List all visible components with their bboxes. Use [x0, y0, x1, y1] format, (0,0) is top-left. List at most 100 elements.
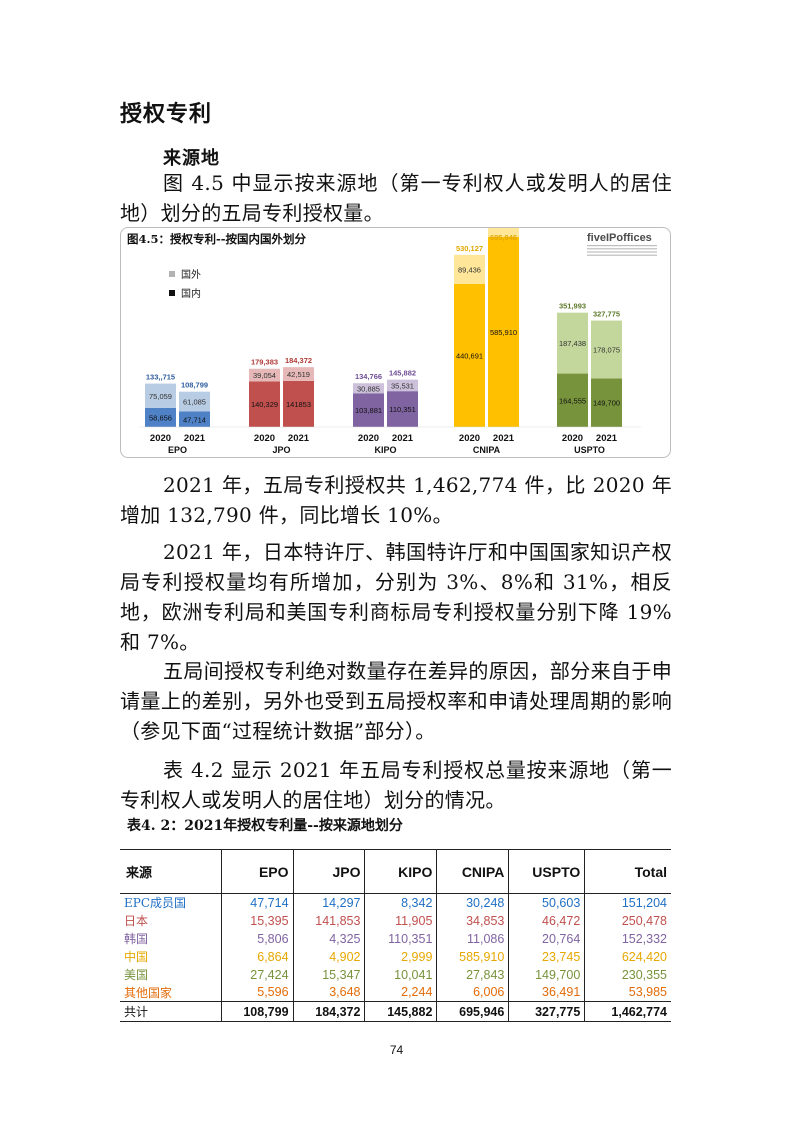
- total-cell-origin: 共计: [120, 1001, 222, 1022]
- data-label-domestic: 149,700: [593, 399, 620, 408]
- data-label-foreign: 75,059: [149, 392, 172, 401]
- cell-jpo: 15,347: [292, 965, 365, 984]
- x-tick-year: 2020: [459, 433, 480, 444]
- table-row: 日本 15,395 141,853 11,905 34,853 46,472 250,478: [120, 911, 671, 930]
- cell-uspto: 149,700: [508, 965, 585, 984]
- cell-kipo: 2,999: [364, 947, 437, 966]
- data-label-foreign: 89,436: [458, 265, 481, 274]
- header-uspto: USPTO: [508, 849, 585, 894]
- header-cnipa: CNIPA: [436, 849, 509, 894]
- data-label-foreign: 178,075: [593, 345, 620, 354]
- legend-swatch-domestic: [169, 290, 175, 296]
- header-epo: EPO: [220, 849, 294, 894]
- cell-jpo: 4,902: [292, 947, 365, 966]
- cell-epo: 15,395: [220, 911, 294, 930]
- x-group-label-kipo: KIPO: [374, 445, 396, 455]
- data-label-domestic: 110,351: [389, 405, 416, 414]
- page-number: 74: [389, 1043, 404, 1057]
- logo-subtext-line: [587, 248, 657, 250]
- cell-total: 53,985: [584, 983, 671, 1002]
- cell-kipo: 8,342: [364, 893, 437, 912]
- data-label-domestic: 164,555: [559, 396, 586, 405]
- total-cell-uspto: 327,775: [508, 1001, 585, 1022]
- cell-origin: 中国: [124, 950, 149, 964]
- cell-epo: 47,714: [220, 893, 294, 912]
- cell-cnipa: 30,248: [436, 893, 509, 912]
- header-total: Total: [584, 849, 671, 894]
- header-kipo: KIPO: [364, 849, 437, 894]
- bar-domestic: [387, 391, 418, 427]
- paragraph-differences: 五局间授权专利绝对数量存在差异的原因，部分来自于申请量上的差别，另外也受到五局授…: [120, 659, 672, 743]
- bar-foreign: [557, 312, 588, 374]
- data-label-domestic: 47,714: [183, 415, 206, 424]
- cell-uspto: 36,491: [508, 983, 585, 1002]
- bar-foreign: [488, 228, 519, 237]
- cell-origin: 韩国: [124, 932, 149, 946]
- data-label-total: 145,882: [389, 369, 416, 378]
- subsection-title: 来源地: [163, 148, 220, 169]
- bar-foreign: [283, 367, 314, 381]
- cell-total: 624,420: [584, 947, 671, 966]
- x-tick-year: 2020: [150, 433, 171, 444]
- total-cell-cnipa: 695,946: [436, 1001, 509, 1022]
- bar-foreign: [249, 368, 280, 382]
- bar-domestic: [353, 393, 384, 427]
- paragraph-table-intro: 表 4.2 显示 2021 年五局专利授权总量按来源地（第一专利权人或发明人的居…: [120, 758, 672, 812]
- cell-kipo: 110,351: [364, 929, 437, 948]
- cell-uspto: 23,745: [508, 947, 585, 966]
- x-tick-year: 2021: [596, 433, 618, 444]
- cell-cnipa: 34,853: [436, 911, 509, 930]
- cell-cnipa: 585,910: [436, 947, 509, 966]
- legend-swatch-foreign: [169, 271, 175, 277]
- bar-foreign: [591, 320, 622, 379]
- table-title: 表4. 2：2021年授权专利量--按来源地划分: [127, 818, 403, 834]
- data-label-domestic: 103,881: [355, 406, 382, 415]
- fiveipoffices-logo: fiveIPoffices: [587, 232, 652, 244]
- cell-kipo: 10,041: [364, 965, 437, 984]
- table-header-row: 来源 EPO JPO KIPO CNIPA USPTO Total: [120, 849, 671, 894]
- logo-subtext-line: [587, 254, 657, 256]
- bar-foreign: [353, 383, 384, 394]
- cell-epo: 27,424: [220, 965, 294, 984]
- x-group-label-jpo: JPO: [272, 445, 290, 455]
- table-row: 韩国 5,806 4,325 110,351 11,086 20,764 152,332: [120, 929, 671, 948]
- x-tick-year: 2021: [392, 433, 414, 444]
- total-cell-jpo: 184,372: [292, 1001, 365, 1022]
- x-tick-year: 2021: [493, 433, 515, 444]
- total-cell-epo: 108,799: [220, 1001, 294, 1022]
- bar-domestic: [179, 411, 210, 427]
- x-tick-year: 2021: [184, 433, 206, 444]
- data-label-foreign: 39,054: [253, 371, 276, 380]
- cell-jpo: 14,297: [292, 893, 365, 912]
- bar-domestic: [283, 380, 314, 427]
- data-label-foreign: 35,531: [391, 381, 414, 390]
- bar-foreign: [454, 254, 485, 284]
- cell-jpo: 3,648: [292, 983, 365, 1002]
- x-tick-year: 2021: [288, 433, 310, 444]
- bar-domestic: [557, 373, 588, 427]
- bar-foreign: [145, 383, 176, 408]
- bar-foreign: [179, 391, 210, 412]
- chart-figure-4-5: 图4.5：授权专利--按国内国外划分 fiveIPoffices 国外 国内 58,65…: [120, 227, 671, 458]
- table-row: 美国 27,424 15,347 10,041 27,843 149,700 230,355: [120, 965, 671, 984]
- data-label-total: 530,127: [456, 244, 483, 253]
- data-label-domestic: 58,656: [149, 413, 172, 422]
- logo-subtext-line: [587, 251, 657, 253]
- bar-domestic: [591, 378, 622, 427]
- section-title: 授权专利: [120, 102, 213, 127]
- data-label-total: 695,946: [490, 233, 517, 242]
- data-label-foreign: 187,438: [559, 339, 586, 348]
- cell-cnipa: 11,086: [436, 929, 509, 948]
- data-label-domestic: 585,910: [490, 328, 517, 337]
- cell-jpo: 4,325: [292, 929, 365, 948]
- bar-foreign: [387, 379, 418, 392]
- header-jpo: JPO: [292, 849, 365, 894]
- x-group-label-cnipa: CNIPA: [473, 445, 501, 455]
- cell-epo: 6,864: [220, 947, 294, 966]
- data-label-total: 133,,715: [146, 373, 175, 382]
- x-tick-year: 2020: [562, 433, 583, 444]
- grants-by-origin-table: 来源 EPO JPO KIPO CNIPA USPTO Total EPC成员国…: [120, 849, 671, 1022]
- data-label-foreign: 61,085: [183, 398, 206, 407]
- data-label-domestic: 440,691: [456, 351, 483, 360]
